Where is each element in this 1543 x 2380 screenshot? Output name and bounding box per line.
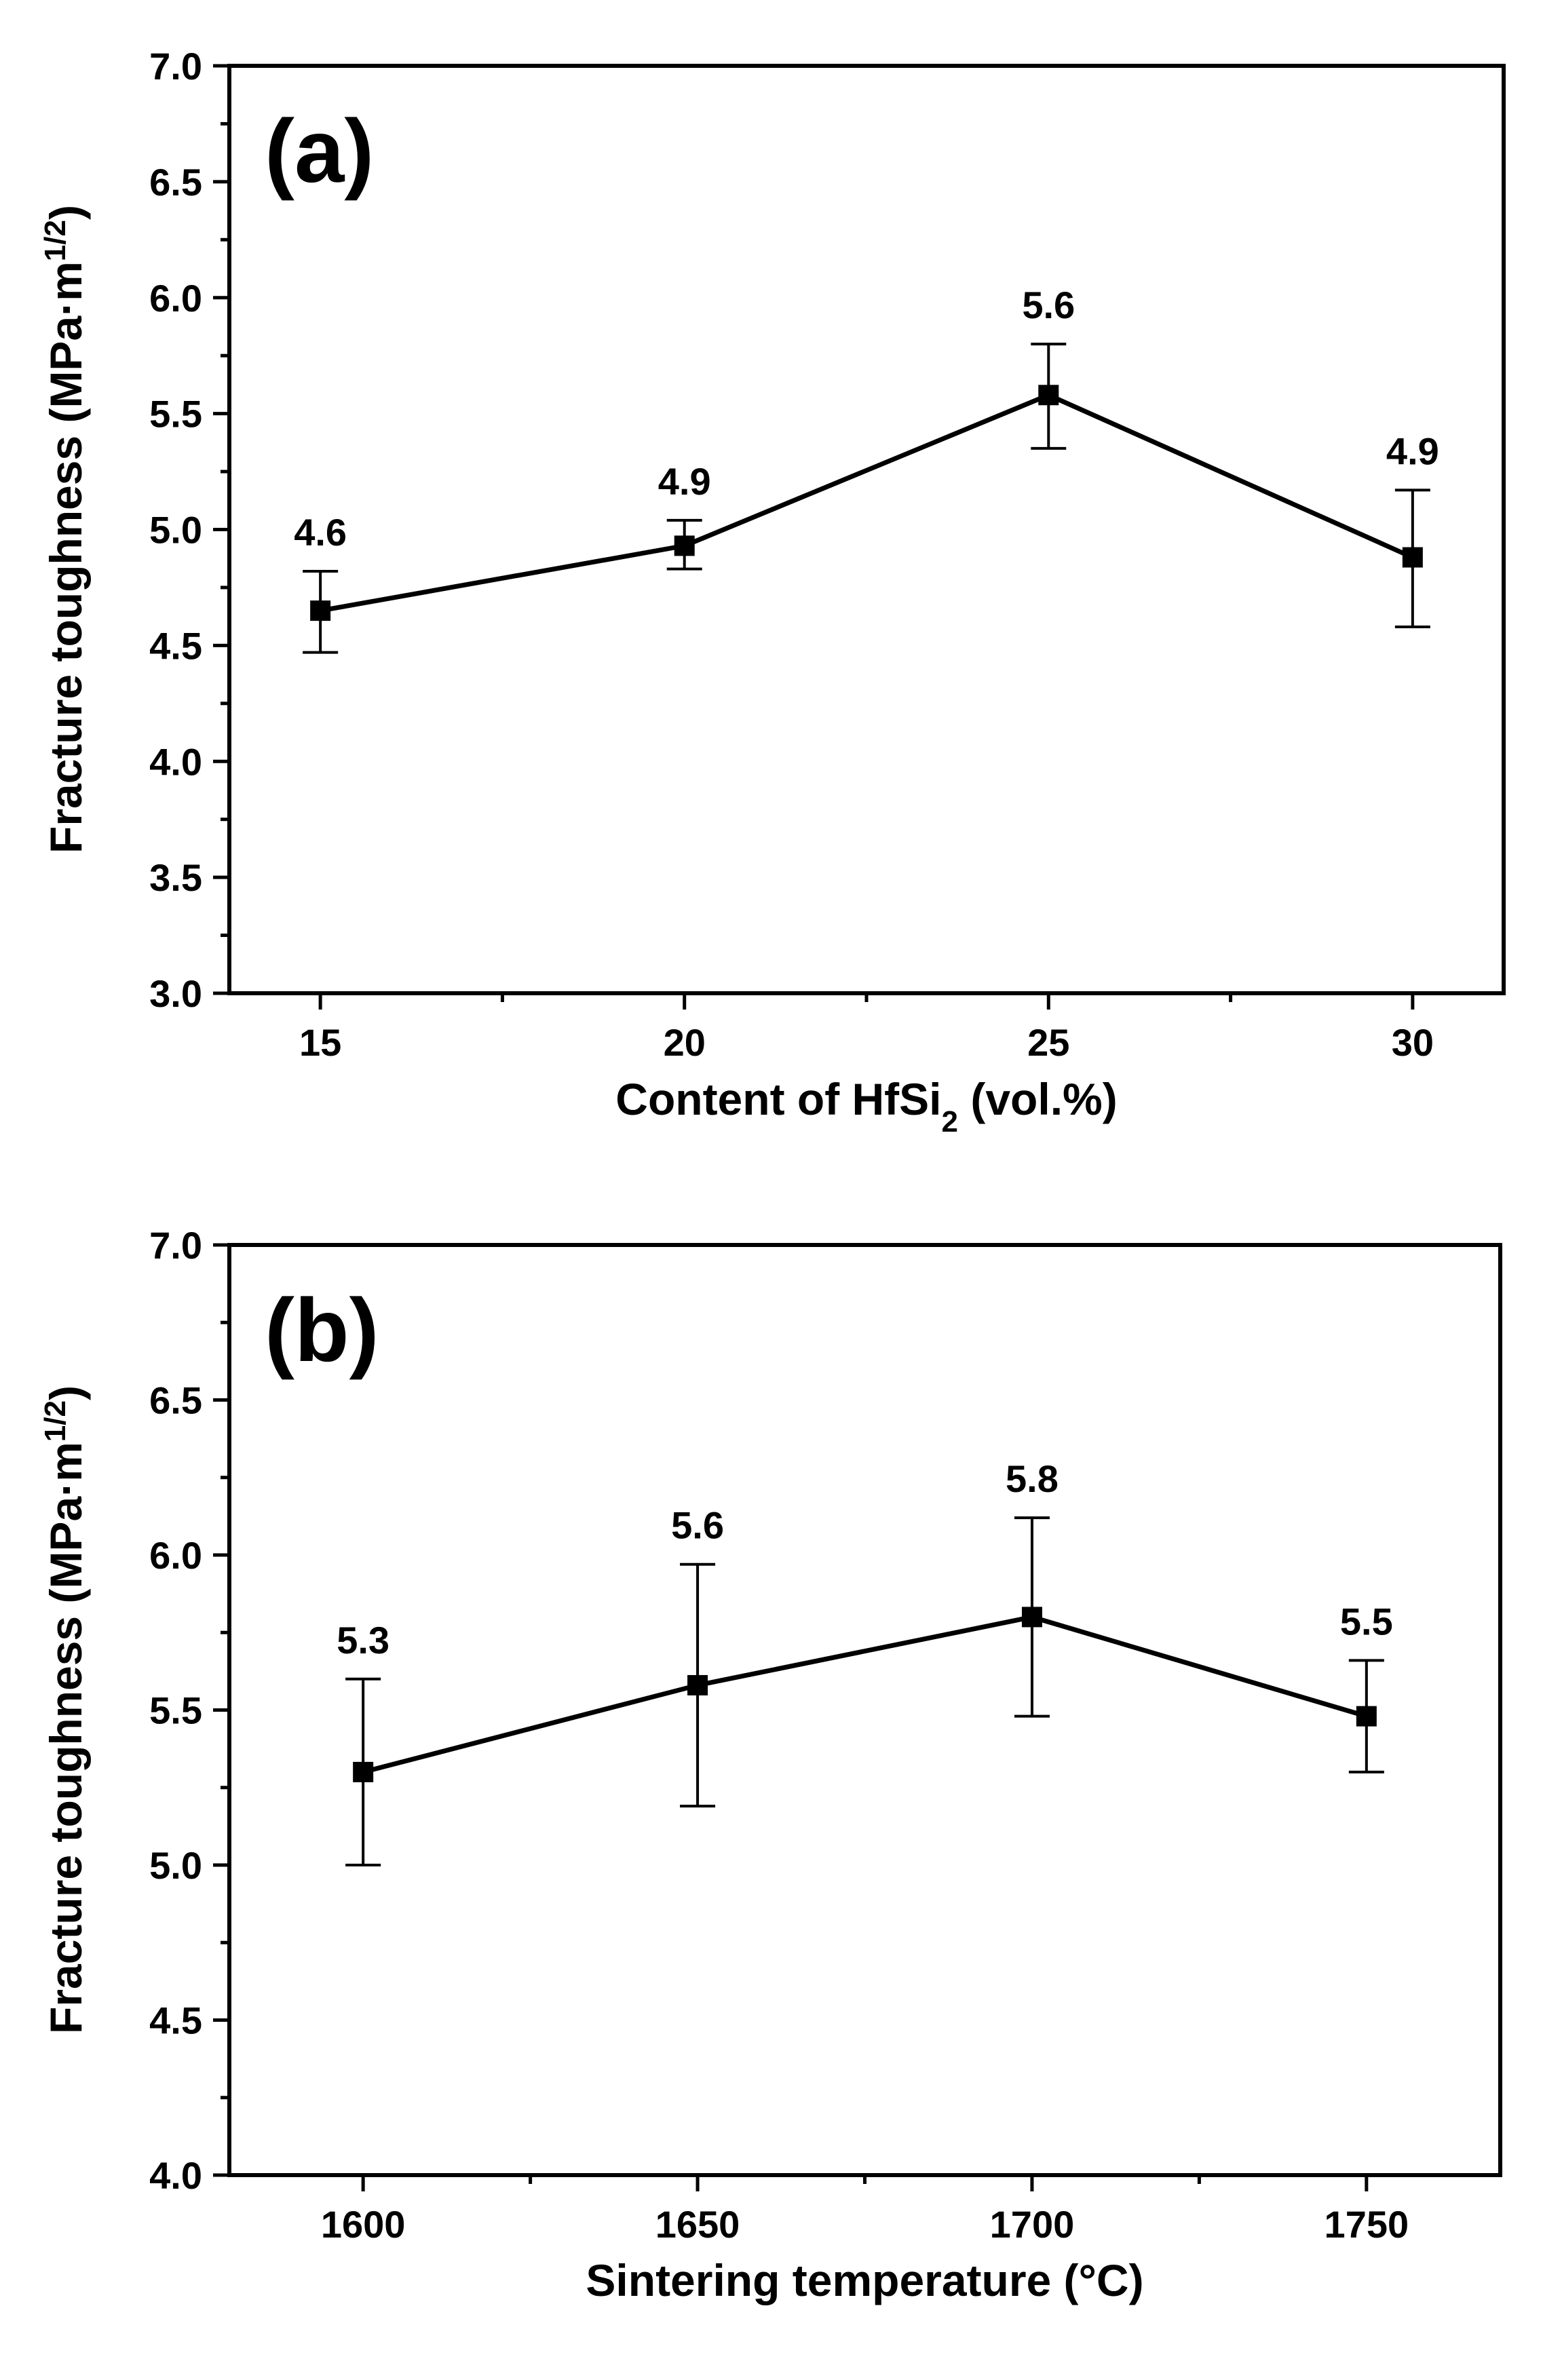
series-line — [320, 392, 1414, 613]
y-tick-label: 4.5 — [149, 624, 202, 667]
plot-frame — [227, 1243, 1502, 2177]
data-label: 4.9 — [1386, 429, 1439, 472]
data-label: 4.6 — [294, 511, 347, 554]
y-axis-title-main: Fracture toughness (MPa·m — [41, 1442, 91, 2034]
data-point-marker — [353, 1761, 374, 1782]
y-tick-label: 5.0 — [149, 1844, 202, 1887]
y-axis-title-suffix: ) — [41, 1385, 91, 1400]
y-tick-label: 5.5 — [149, 1689, 202, 1732]
chart-panel-a: 3.0 3.5 4.0 4.5 5.0 5.5 6.0 6.5 7.0 15 20 25 30 Conte… — [39, 45, 1506, 1138]
y-axis-title: Fracture toughness (MPa·m1/2) — [39, 205, 92, 853]
data-point-marker — [1356, 1706, 1377, 1727]
y-tick-label: 5.0 — [149, 509, 202, 552]
chart-panel-b: 4.0 4.5 5.0 5.5 6.0 6.5 7.0 1600 1650 1700 1750 Sin… — [39, 1224, 1502, 2305]
x-tick-label: 20 — [664, 1021, 706, 1064]
data-label: 5.3 — [337, 1619, 389, 1662]
y-axis-title-suffix: ) — [41, 205, 91, 220]
panel-label: (a) — [265, 101, 374, 201]
data-point-marker — [1021, 1607, 1042, 1628]
data-label: 4.9 — [658, 460, 711, 503]
y-tick-label: 6.0 — [149, 277, 202, 320]
data-point-marker — [1038, 385, 1059, 406]
x-axis-title: Sintering temperature (°C) — [586, 2255, 1143, 2305]
x-tick-label: 15 — [299, 1021, 341, 1064]
y-tick-label: 7.0 — [149, 45, 202, 88]
y-tick-label: 4.5 — [149, 1999, 202, 2042]
x-tick-label: 1650 — [655, 2203, 740, 2246]
x-tick-label: 1600 — [321, 2203, 406, 2246]
x-tick-label: 25 — [1027, 1021, 1069, 1064]
x-axis-title-main: Content of HfSi — [615, 1074, 941, 1124]
y-tick-label: 6.0 — [149, 1534, 202, 1577]
data-label: 5.8 — [1006, 1457, 1059, 1500]
data-label: 5.5 — [1340, 1600, 1393, 1643]
x-axis-title: Content of HfSi2 (vol.%) — [615, 1074, 1117, 1138]
data-label: 5.6 — [671, 1504, 724, 1547]
y-axis-title-superscript: 1/2 — [39, 220, 72, 261]
data-point-marker — [310, 600, 331, 621]
series-line — [362, 1614, 1367, 1775]
data-point-marker — [1402, 547, 1423, 568]
y-tick-label: 3.0 — [149, 972, 202, 1015]
data-label: 5.6 — [1022, 284, 1075, 326]
y-tick-label: 3.5 — [149, 856, 202, 899]
plot-frame — [227, 64, 1506, 995]
data-point-marker — [674, 535, 695, 556]
y-tick-label: 6.5 — [149, 161, 202, 204]
y-tick-label: 4.0 — [149, 740, 202, 783]
x-axis-title-subscript: 2 — [942, 1105, 958, 1138]
y-tick-label: 6.5 — [149, 1379, 202, 1422]
panel-label: (b) — [265, 1280, 379, 1380]
y-axis-title-main: Fracture toughness (MPa·m — [41, 261, 91, 853]
x-tick-label: 1700 — [990, 2203, 1075, 2246]
y-axis-title: Fracture toughness (MPa·m1/2) — [39, 1385, 92, 2034]
y-tick-label: 5.5 — [149, 393, 202, 436]
x-axis-title-suffix: (vol.%) — [958, 1074, 1118, 1124]
data-point-marker — [687, 1674, 708, 1695]
x-axis-title-main: Sintering temperature (°C) — [586, 2255, 1143, 2305]
y-tick-label: 7.0 — [149, 1224, 202, 1267]
y-tick-label: 4.0 — [149, 2154, 202, 2197]
x-tick-label: 1750 — [1325, 2203, 1409, 2246]
x-tick-label: 30 — [1392, 1021, 1434, 1064]
y-axis-title-superscript: 1/2 — [39, 1400, 72, 1442]
